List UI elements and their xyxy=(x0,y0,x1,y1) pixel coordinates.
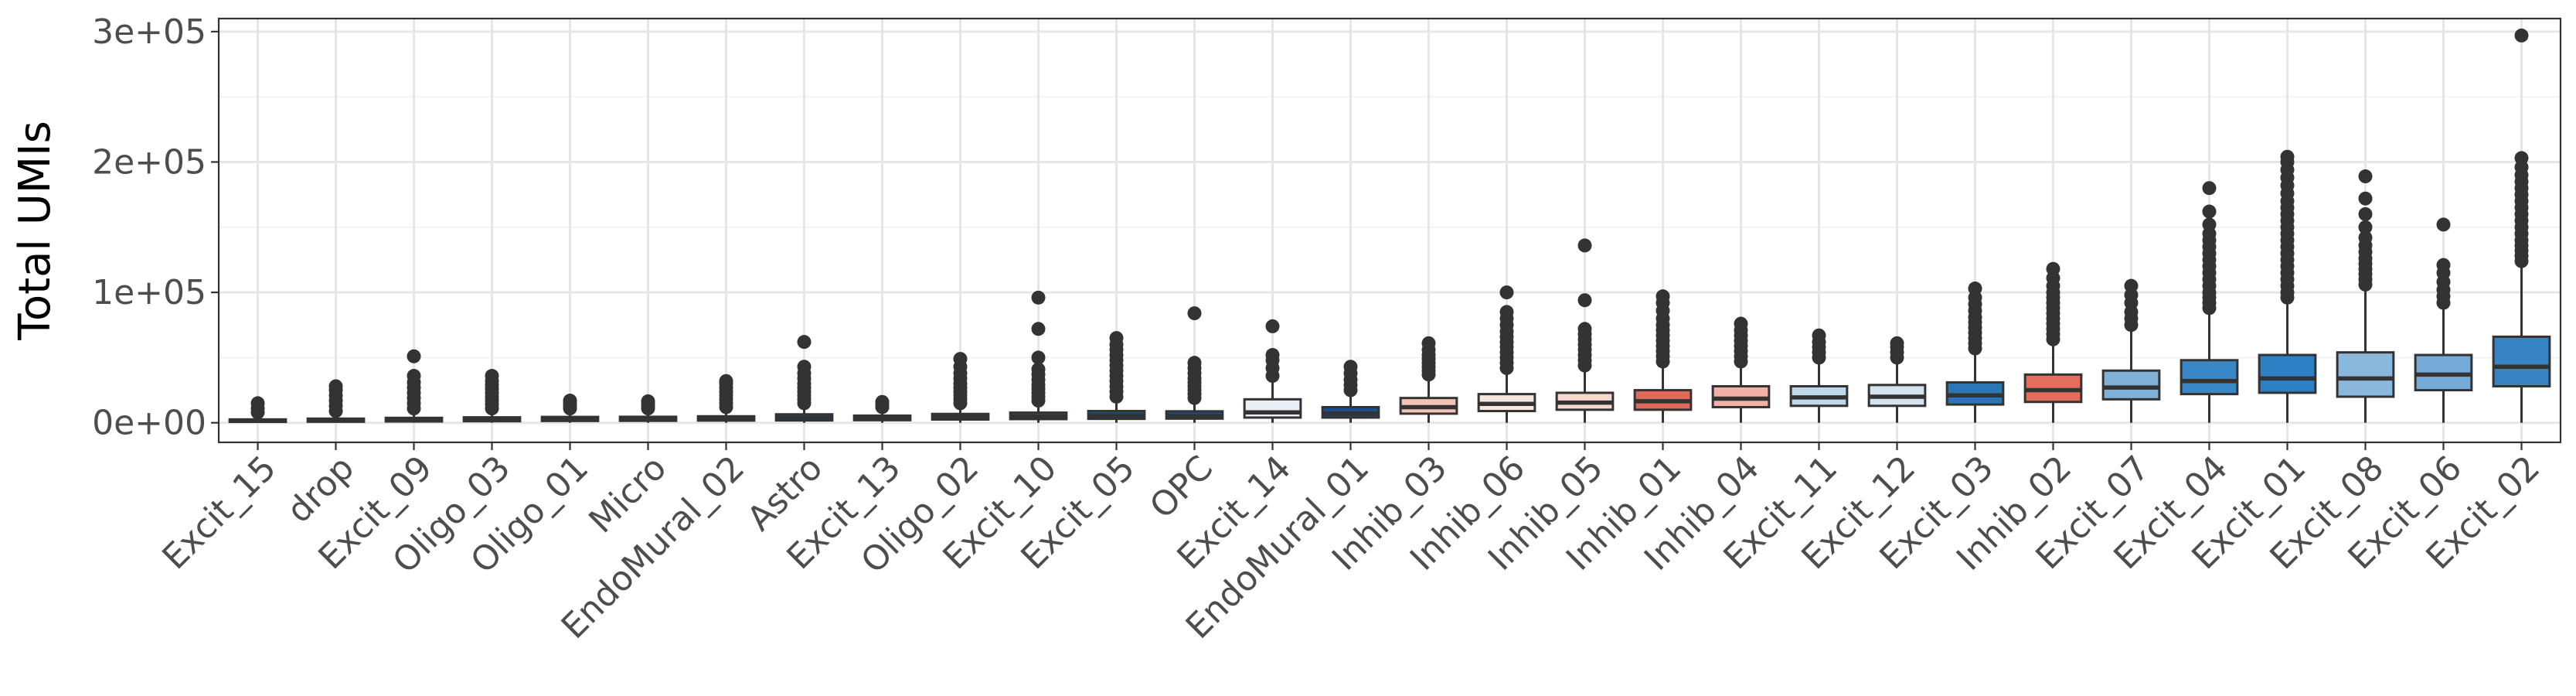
box-Excit_01 xyxy=(2258,149,2317,423)
outlier-point xyxy=(1812,328,1826,343)
outlier-point xyxy=(407,369,421,384)
outlier-point xyxy=(1499,285,1514,300)
outlier-point xyxy=(1031,322,1046,336)
outlier-point xyxy=(797,360,812,374)
plot-panel-border xyxy=(217,17,2562,444)
y-tick-label: 2e+05 xyxy=(92,142,206,182)
outlier-point xyxy=(2514,28,2529,43)
box-Excit_14 xyxy=(1243,319,1302,423)
outlier-point xyxy=(2358,169,2373,184)
outlier-point xyxy=(875,394,890,409)
box-Excit_15 xyxy=(228,396,288,424)
box-iqr xyxy=(1243,397,1302,419)
box-Excit_06 xyxy=(2414,217,2473,423)
outlier-point xyxy=(1187,306,1202,321)
box-Excit_04 xyxy=(2180,181,2239,423)
outlier-point xyxy=(2046,261,2060,276)
box-Inhib_05 xyxy=(1555,238,1615,423)
y-tick-label: 0e+00 xyxy=(92,404,206,443)
outlier-point xyxy=(953,352,968,367)
y-axis-title: Total UMIs xyxy=(10,121,60,341)
outlier-point xyxy=(1577,322,1592,336)
outlier-point xyxy=(1265,319,1280,333)
box-Excit_05 xyxy=(1087,331,1146,423)
box-Excit_12 xyxy=(1867,336,1927,423)
outlier-point xyxy=(1187,356,1202,370)
box-OPC xyxy=(1165,306,1224,423)
x-axis: Excit_15dropExcit_09Oligo_03Oligo_01Micr… xyxy=(155,442,2547,647)
box-Inhib_01 xyxy=(1633,289,1693,423)
outlier-point xyxy=(2436,217,2451,232)
outlier-point xyxy=(2124,278,2139,293)
outlier-point xyxy=(797,335,812,350)
box-EndoMural_02 xyxy=(696,374,756,423)
outlier-point xyxy=(250,396,265,411)
outlier-point xyxy=(485,369,499,384)
outlier-point xyxy=(407,349,421,363)
outlier-point xyxy=(2202,217,2217,232)
outlier-point xyxy=(1031,362,1046,377)
outlier-point xyxy=(641,394,655,408)
outlier-point xyxy=(2358,220,2373,234)
outlier-point xyxy=(1343,360,1358,374)
outlier-point xyxy=(1890,336,1904,350)
outlier-point xyxy=(1109,331,1124,346)
outlier-point xyxy=(1031,290,1046,305)
y-tick-label: 1e+05 xyxy=(92,273,206,312)
outlier-point xyxy=(1031,350,1046,365)
box-Inhib_02 xyxy=(2023,261,2083,423)
outlier-point xyxy=(2358,230,2373,245)
box-Excit_08 xyxy=(2336,169,2395,423)
outlier-point xyxy=(1734,316,1748,331)
outlier-point xyxy=(2514,151,2529,165)
outlier-point xyxy=(719,374,733,388)
box-Micro xyxy=(618,394,678,423)
box-drop xyxy=(306,379,366,423)
box-iqr xyxy=(2336,351,2395,398)
box-iqr xyxy=(2101,369,2161,401)
box-Excit_03 xyxy=(1945,281,2005,423)
box-Excit_02 xyxy=(2492,28,2551,423)
box-Astro xyxy=(774,335,834,423)
box-Inhib_03 xyxy=(1399,336,1458,423)
outlier-point xyxy=(2358,206,2373,221)
box-Inhib_04 xyxy=(1711,316,1771,423)
boxes-layer xyxy=(228,28,2551,424)
outlier-point xyxy=(563,394,577,408)
x-tick-label: Excit_15 xyxy=(155,449,284,578)
box-Excit_11 xyxy=(1789,328,1849,423)
box-Excit_09 xyxy=(384,349,444,423)
box-Inhib_06 xyxy=(1477,285,1536,423)
box-Excit_07 xyxy=(2101,278,2161,423)
outlier-point xyxy=(1499,305,1514,319)
outlier-point xyxy=(1656,289,1670,304)
outlier-point xyxy=(2202,181,2217,196)
box-Oligo_02 xyxy=(931,352,990,423)
box-EndoMural_01 xyxy=(1321,360,1380,423)
outlier-point xyxy=(1577,293,1592,308)
outlier-point xyxy=(2436,258,2451,272)
box-iqr xyxy=(2492,335,2551,387)
y-tick-label: 3e+05 xyxy=(92,12,206,52)
outlier-point xyxy=(1265,348,1280,363)
outlier-point xyxy=(328,379,343,394)
outlier-point xyxy=(1577,238,1592,253)
outlier-point xyxy=(2202,204,2217,219)
box-iqr xyxy=(2258,353,2317,394)
outlier-point xyxy=(1421,336,1436,350)
box-Oligo_01 xyxy=(540,394,600,423)
box-Oligo_03 xyxy=(462,369,522,423)
outlier-point xyxy=(2358,191,2373,206)
outlier-point xyxy=(2280,149,2295,164)
y-axis: 0e+00 1e+05 2e+05 3e+05 xyxy=(92,12,219,443)
box-Excit_13 xyxy=(852,394,912,423)
box-iqr xyxy=(2180,359,2239,396)
box-Excit_10 xyxy=(1009,290,1068,423)
outlier-point xyxy=(1968,281,1982,296)
